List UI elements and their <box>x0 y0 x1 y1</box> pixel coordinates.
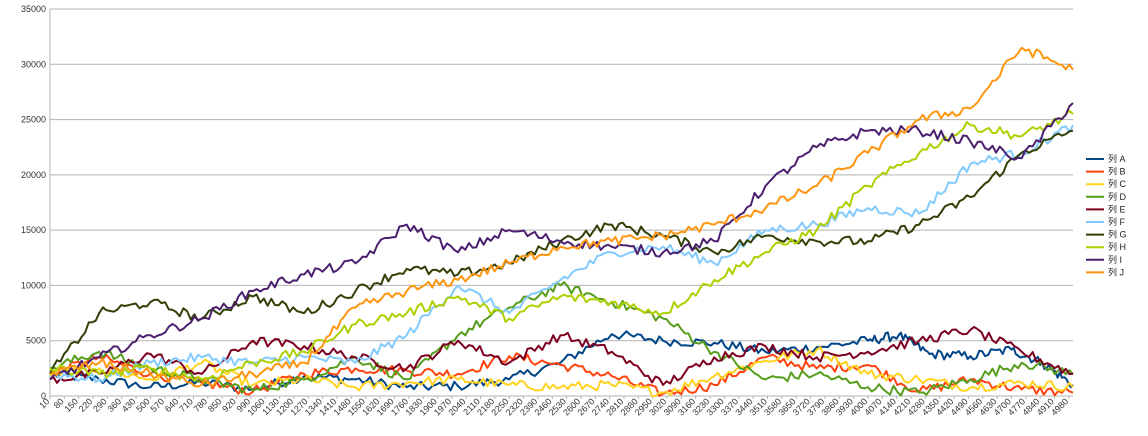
legend-label: 列 E <box>1108 203 1126 214</box>
y-axis-tick-labels: 0 5000 10000 15000 20000 25000 30000 35000 <box>21 4 46 401</box>
x-tick-label: 10 <box>37 396 51 410</box>
y-tick-label: 25000 <box>21 115 46 125</box>
legend-label: 列 A <box>1108 153 1126 164</box>
x-tick-label: 4980 <box>1049 396 1070 417</box>
legend-label: 列 I <box>1108 254 1122 265</box>
series-line-3 <box>49 346 1074 397</box>
series-line-4 <box>49 281 1074 397</box>
legend-label: 列 D <box>1108 191 1127 202</box>
series-line-2 <box>49 352 1074 397</box>
series-line-6 <box>49 124 1074 384</box>
series-line-10 <box>49 46 1074 388</box>
legend-label: 列 F <box>1108 216 1126 227</box>
y-tick-label: 5000 <box>26 336 46 346</box>
gridlines <box>49 8 1073 397</box>
y-tick-label: 20000 <box>21 170 46 180</box>
y-tick-label: 35000 <box>21 4 46 14</box>
legend-label: 列 H <box>1108 241 1126 252</box>
legend-label: 列 J <box>1108 266 1124 277</box>
series-lines <box>49 46 1074 397</box>
series-line-7 <box>49 129 1074 375</box>
legend: 列 A 列 B列 C 列 D列 E 列 F 列 G列 H 列 I列 J <box>1086 153 1127 277</box>
series-line-9 <box>49 102 1074 381</box>
y-tick-label: 30000 <box>21 59 46 69</box>
y-tick-label: 15000 <box>21 225 46 235</box>
y-tick-label: 10000 <box>21 280 46 290</box>
legend-label: 列 G <box>1108 229 1127 240</box>
y-tick-label: 0 <box>41 391 46 401</box>
legend-label: 列 B <box>1108 166 1126 177</box>
legend-label: 列 C <box>1108 178 1127 189</box>
x-axis-tick-labels: 10 80150220290360430500570640710780850920… <box>37 396 1070 418</box>
series-line-5 <box>49 325 1074 386</box>
